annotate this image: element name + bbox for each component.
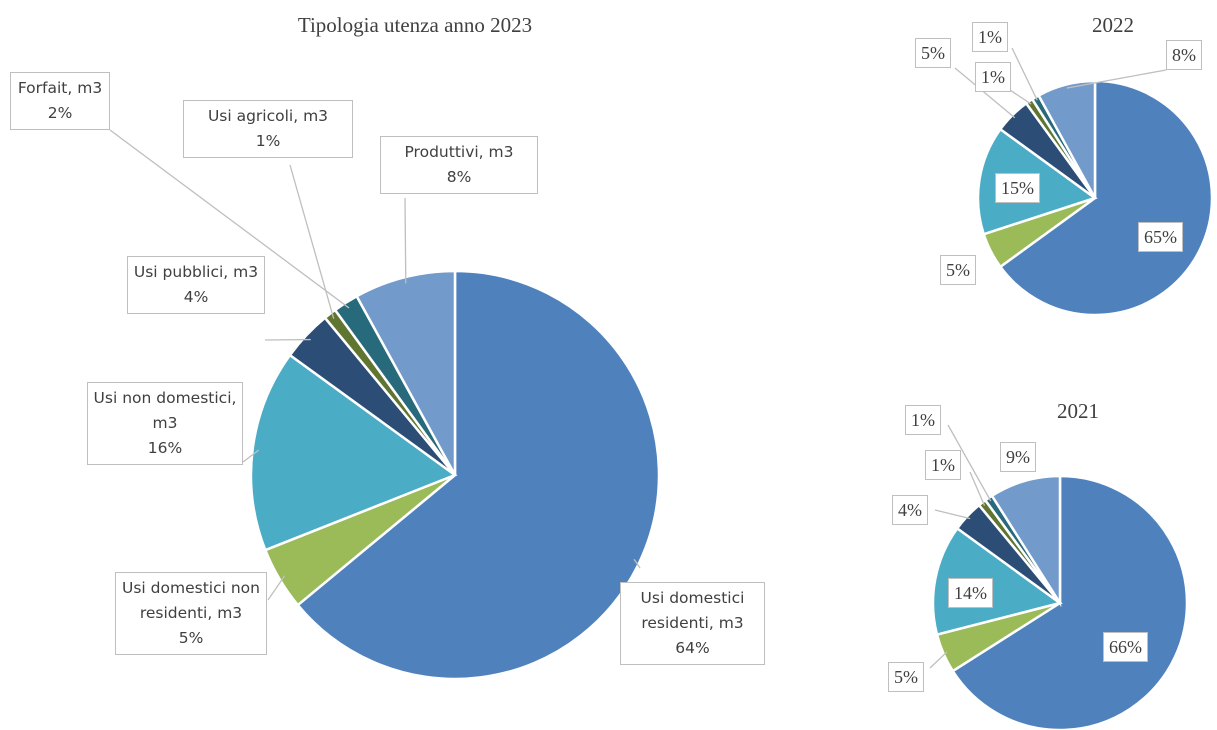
pie-slice (355, 269, 457, 476)
label-value: 2% (47, 104, 73, 122)
leader-line (1011, 47, 1038, 101)
leader-line (404, 197, 407, 284)
leader-line (267, 575, 286, 601)
leader-line (929, 651, 948, 669)
data-label: 5% (940, 255, 976, 285)
pie-slice (296, 269, 661, 681)
data-label: Usi domestici non residenti, m3 5% (115, 572, 267, 655)
leader-line (289, 164, 335, 319)
label-value: 5% (921, 43, 945, 63)
label-value: 14% (954, 583, 987, 603)
data-label: 5% (915, 38, 951, 68)
chart-title: Tipologia utenza anno 2023 (298, 13, 532, 37)
label-value: 5% (946, 260, 970, 280)
leader-line (947, 424, 992, 502)
pie-slice (249, 353, 458, 552)
leader-line (934, 509, 971, 520)
label-value: 1% (931, 455, 955, 475)
label-category: Usi domestici residenti, m3 (640, 589, 745, 632)
data-label: Forfait, m3 2% (10, 72, 110, 130)
leader-line (954, 67, 1016, 119)
data-label: 9% (1000, 442, 1036, 472)
label-value: 9% (1006, 447, 1030, 467)
leader-line (1009, 89, 1032, 105)
pie-slice (931, 526, 1063, 637)
leader-line (969, 471, 986, 506)
label-category: Usi domestici non residenti, m3 (122, 579, 260, 622)
data-label: 1% (975, 62, 1011, 92)
data-label: Usi agricoli, m3 1% (183, 100, 353, 158)
label-category: Forfait, m3 (17, 79, 103, 97)
pie-slice (951, 474, 1189, 730)
leader-line (1066, 69, 1167, 89)
data-label: 1% (972, 22, 1008, 52)
label-value: 1% (978, 27, 1002, 47)
label-category: Usi non domestici, m3 (93, 389, 237, 432)
data-label: 1% (925, 450, 961, 480)
label-value: 4% (898, 500, 922, 520)
label-value: 16% (147, 439, 183, 457)
label-value: 1% (981, 67, 1005, 87)
leader-line (633, 558, 641, 569)
label-value: 4% (183, 288, 209, 306)
data-label: 8% (1166, 40, 1202, 70)
label-value: 1% (911, 410, 935, 430)
data-label: Usi pubblici, m3 4% (127, 256, 265, 314)
label-value: 5% (178, 629, 204, 647)
label-value: 64% (675, 639, 710, 657)
pie-slice (1036, 79, 1097, 199)
leader-line (109, 129, 350, 309)
data-label: 66% (1103, 632, 1148, 662)
chart-title: 2022 (1092, 13, 1134, 37)
data-label: Usi domestici residenti, m3 64% (620, 582, 765, 665)
label-value: 15% (1001, 178, 1034, 198)
label-value: 65% (1144, 227, 1177, 247)
data-label: 65% (1138, 222, 1183, 252)
label-category: Usi pubblici, m3 (133, 263, 259, 281)
data-label: 15% (995, 173, 1040, 203)
chart-title: 2021 (1057, 399, 1099, 423)
label-category: Usi agricoli, m3 (207, 107, 329, 125)
label-value: 5% (894, 667, 918, 687)
label-category: Produttivi, m3 (404, 143, 514, 161)
label-value: 1% (255, 132, 281, 150)
data-label: Produttivi, m3 8% (380, 136, 538, 194)
data-label: 4% (892, 495, 928, 525)
label-value: 8% (1172, 45, 1196, 65)
data-label: 5% (888, 662, 924, 692)
data-label: Usi non domestici, m3 16% (87, 382, 243, 465)
data-label: 14% (948, 578, 993, 608)
pie-slice (990, 474, 1062, 608)
pie-slice (998, 79, 1214, 317)
label-value: 8% (446, 168, 472, 186)
leader-line (242, 449, 260, 463)
data-label: 1% (905, 405, 941, 435)
label-value: 66% (1109, 637, 1142, 657)
